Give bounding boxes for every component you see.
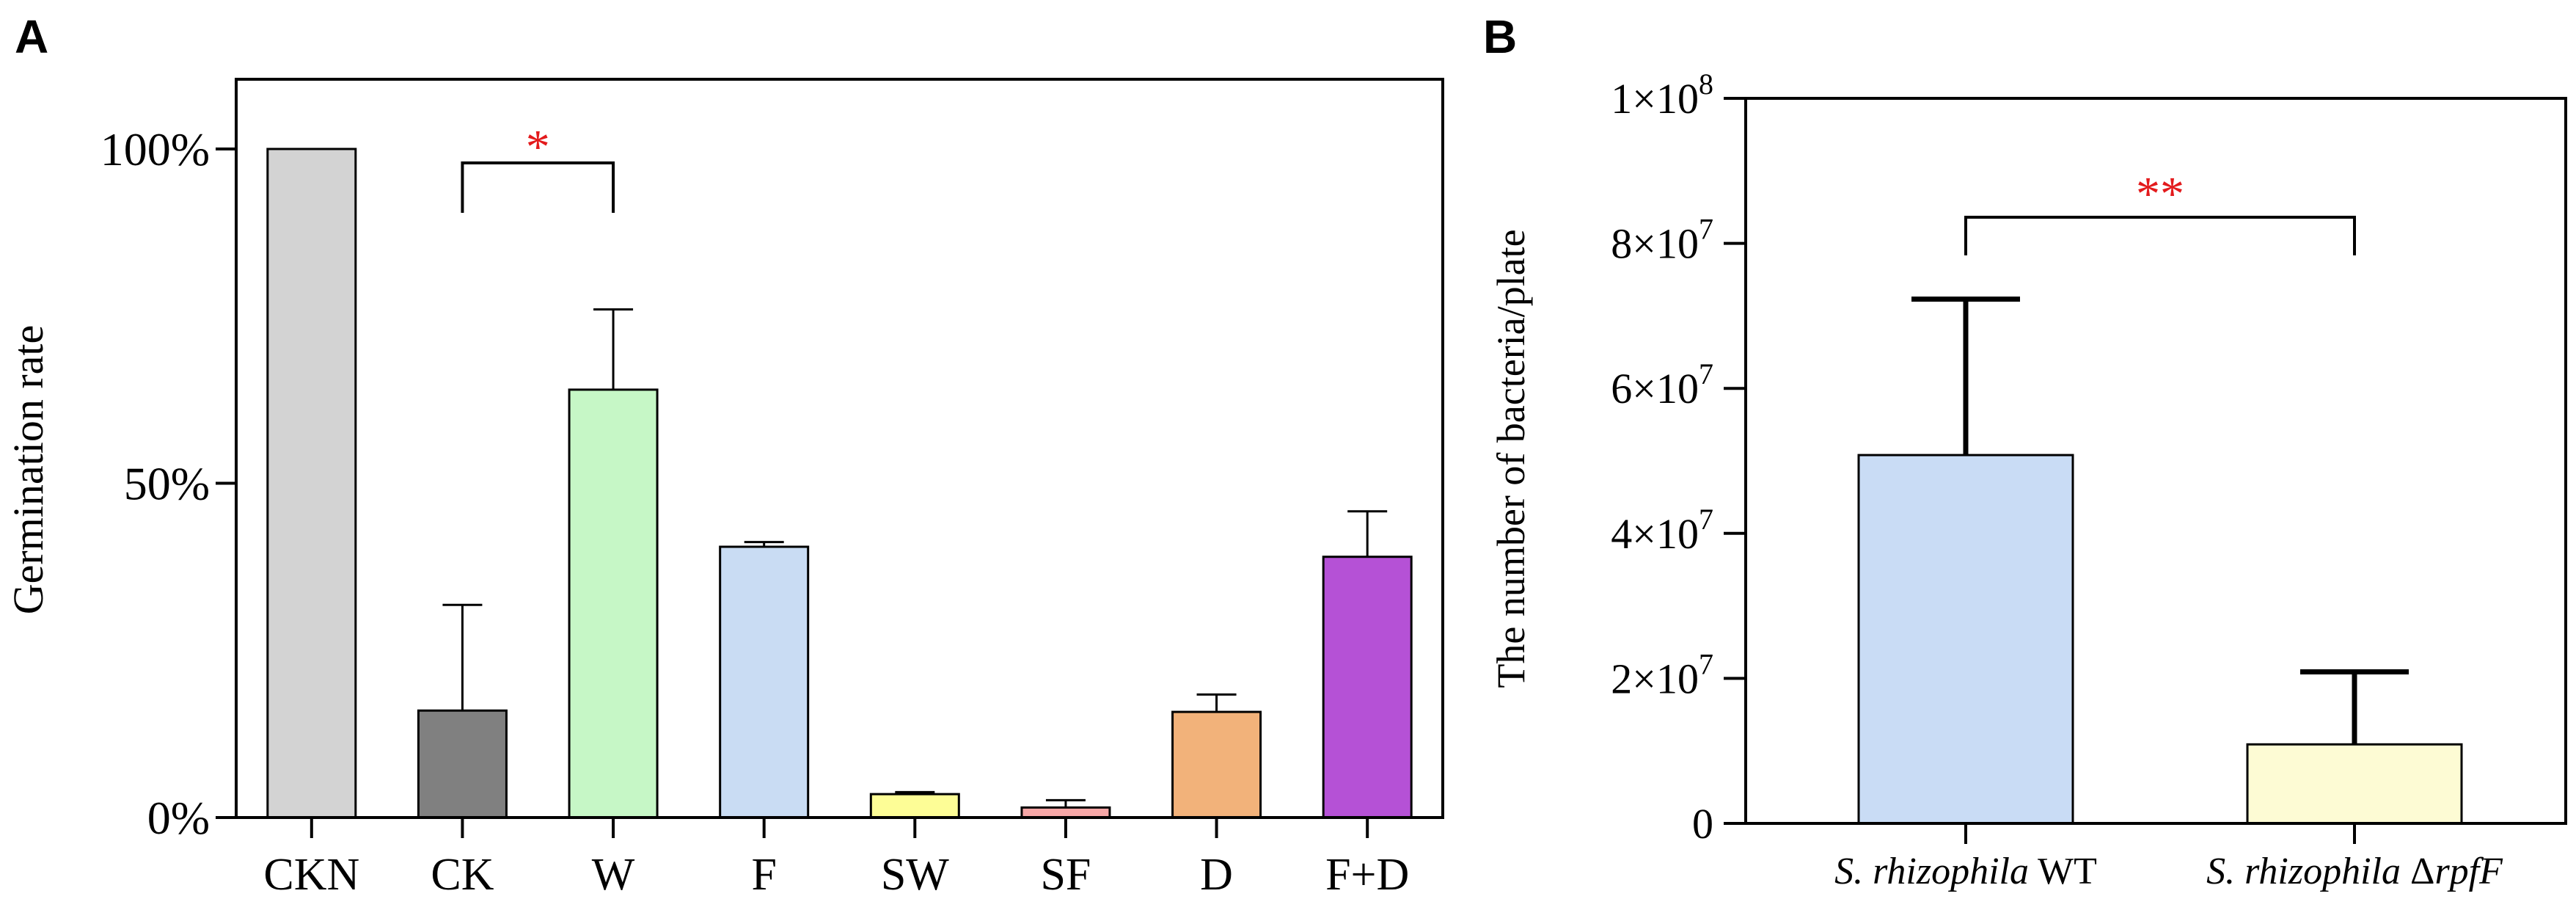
panel-a-x-tick-label: CKN [263,850,359,900]
panel-b-y-tick-label: 1×108 [1611,68,1713,123]
panel-a-bars [266,148,1413,819]
panel-a-significance-label: * [526,120,550,174]
panel-a-plot-frame [235,78,1444,819]
panel-b-significance-bracket [1964,216,2356,255]
panel-a-x-tick-label: SF [1040,850,1091,900]
panel-b-x-label-strain-prefix: Δ [2410,851,2434,892]
panel-b-significance: ** [1964,167,2356,255]
panel-a-y-tick-label: 0% [147,792,210,844]
panel-b-y-tick-exponent: 7 [1699,357,1713,390]
panel-b-x-label-species: S. rhizophila [2206,851,2401,892]
panel-b-bar [2246,743,2463,825]
panel-a-x-tick-label: W [592,850,635,900]
panel-a-bar [1020,806,1111,819]
panel-b-y-tick-label: 0 [1692,800,1713,848]
panel-b-y-tick-exponent: 8 [1699,68,1713,101]
panel-a-significance-bracket [461,161,615,213]
panel-a-x-tick-label: SW [881,850,949,900]
panel-b-y-tick-mantissa: 0 [1692,800,1713,848]
panel-b-y-tick-label: 6×107 [1611,357,1713,412]
panel-b-bar [1857,454,2074,825]
panel-b-y-tick-exponent: 7 [1699,503,1713,536]
panel-b-y-tick-mantissa: 1×10 [1611,75,1699,123]
panel-b-significance-label: ** [2136,167,2184,221]
panel-b-y-tick-mantissa: 2×10 [1611,655,1699,702]
panel-b-y-tick-label: 4×107 [1611,503,1713,558]
panel-b-x-tick-label: S. rhizophila ΔrpfF [2206,851,2503,892]
panel-b-y-tick-mantissa: 6×10 [1611,365,1699,412]
panel-a-x-tick-label: F+D [1325,850,1409,900]
panel-b-plot-frame [1744,97,2567,825]
panel-a-bar [266,148,357,819]
panel-a-bar [869,793,960,819]
panel-a-bar [1171,710,1262,819]
panel-b-y-tick-mantissa: 8×10 [1611,220,1699,268]
panel-a-y-ticks: 0% 50% 100% [100,123,236,844]
panel-b-x-label-species: S. rhizophila [1834,851,2029,892]
panel-a-x-tick-label: CK [431,850,494,900]
panel-b-y-tick-mantissa: 4×10 [1611,510,1699,558]
panel-b-x-label-strain: WT [2038,851,2097,892]
panel-a-chart: A Germination rate 0% 50% 100% CKN CK W F SW SF… [4,10,1444,900]
panel-a-significance: * [461,120,615,213]
panel-b-x-label-strain: rpfF [2434,851,2503,892]
panel-b-x-tick-labels: S. rhizophila WT S. rhizophila ΔrpfF [1834,823,2503,892]
panel-b-y-tick-exponent: 7 [1699,213,1713,246]
panel-a-bar [568,388,659,819]
panel-a-bar [1322,556,1413,819]
panel-b-y-tick-label: 2×107 [1611,647,1713,702]
panel-a-y-axis-title: Germination rate [4,325,52,615]
panel-b-y-tick-label: 8×107 [1611,213,1713,268]
panel-b-label: B [1483,10,1517,63]
panel-b-bars [1857,296,2463,825]
panel-a-x-tick-label: D [1200,850,1233,900]
panel-a-y-tick-label: 50% [124,458,210,510]
panel-b-y-tick-exponent: 7 [1699,647,1713,680]
panel-a-bar [417,709,508,819]
panel-a-x-tick-labels: CKN CK W F SW SF D F+D [263,818,1409,900]
panel-a-bar [719,545,810,819]
panel-a-x-tick-label: F [751,850,776,900]
panel-b-chart: B The number of bacteria/plate 02×1074×1… [1483,10,2567,892]
panel-a-label: A [15,10,48,63]
panel-b-y-axis-title: The number of bacteria/plate [1489,229,1533,688]
panel-a-y-tick-label: 100% [100,123,210,175]
panel-b-x-tick-label: S. rhizophila WT [1834,851,2097,892]
